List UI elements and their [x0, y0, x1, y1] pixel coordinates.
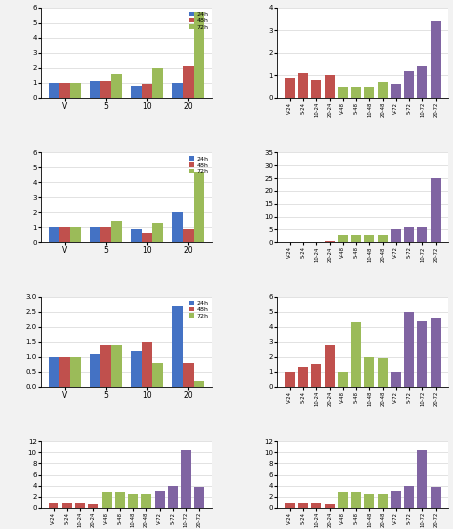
Bar — [404, 486, 414, 508]
Bar — [152, 223, 163, 242]
Bar — [111, 221, 122, 242]
Bar — [351, 87, 361, 98]
Bar — [48, 83, 59, 98]
Bar — [391, 491, 401, 508]
Bar — [70, 227, 81, 242]
Bar — [418, 321, 428, 387]
Bar — [168, 486, 178, 508]
Bar — [172, 83, 183, 98]
Bar — [298, 367, 308, 387]
Bar — [131, 86, 142, 98]
Bar — [62, 503, 72, 508]
Legend: 24h, 48h, 72h: 24h, 48h, 72h — [189, 11, 209, 30]
Bar — [312, 80, 321, 98]
Bar — [391, 230, 401, 242]
Bar — [404, 312, 414, 387]
Bar — [365, 494, 375, 508]
Bar — [70, 83, 81, 98]
Bar — [90, 354, 101, 387]
Bar — [338, 492, 348, 508]
Bar — [101, 81, 111, 98]
Legend: 24h, 48h, 72h: 24h, 48h, 72h — [189, 300, 209, 319]
Bar — [285, 78, 295, 98]
Bar — [128, 494, 138, 508]
Bar — [325, 345, 335, 387]
Bar — [48, 227, 59, 242]
Bar — [391, 84, 401, 98]
Bar — [75, 504, 85, 508]
Bar — [59, 357, 70, 387]
Bar — [325, 241, 335, 242]
Bar — [152, 363, 163, 387]
Bar — [431, 21, 441, 98]
Legend: 24h, 48h, 72h: 24h, 48h, 72h — [189, 156, 209, 175]
Bar — [391, 372, 401, 387]
Bar — [111, 74, 122, 98]
Bar — [193, 381, 204, 387]
Bar — [183, 363, 193, 387]
Bar — [193, 12, 204, 98]
Bar — [431, 487, 441, 508]
Bar — [152, 68, 163, 98]
Bar — [351, 322, 361, 387]
Bar — [338, 372, 348, 387]
Bar — [141, 494, 151, 508]
Bar — [183, 229, 193, 242]
Bar — [142, 84, 152, 98]
Bar — [431, 318, 441, 387]
Bar — [59, 227, 70, 242]
Bar — [418, 227, 428, 242]
Bar — [418, 66, 428, 98]
Bar — [48, 357, 59, 387]
Bar — [111, 345, 122, 387]
Bar — [351, 492, 361, 508]
Bar — [378, 358, 388, 387]
Bar — [365, 87, 375, 98]
Bar — [404, 227, 414, 242]
Bar — [142, 233, 152, 242]
Bar — [338, 87, 348, 98]
Bar — [90, 81, 101, 98]
Bar — [338, 234, 348, 242]
Bar — [70, 357, 81, 387]
Bar — [351, 234, 361, 242]
Bar — [115, 492, 125, 508]
Bar — [48, 504, 58, 508]
Bar — [365, 234, 375, 242]
Bar — [312, 364, 321, 387]
Bar — [378, 82, 388, 98]
Bar — [183, 66, 193, 98]
Bar — [312, 504, 321, 508]
Bar — [298, 73, 308, 98]
Bar — [431, 178, 441, 242]
Bar — [285, 372, 295, 387]
Bar — [154, 491, 164, 508]
Bar — [142, 342, 152, 387]
Bar — [172, 212, 183, 242]
Bar — [193, 172, 204, 242]
Bar — [59, 83, 70, 98]
Bar — [90, 227, 101, 242]
Bar — [298, 503, 308, 508]
Bar — [101, 227, 111, 242]
Bar — [88, 504, 98, 508]
Bar — [404, 71, 414, 98]
Bar — [131, 229, 142, 242]
Bar — [378, 494, 388, 508]
Bar — [101, 492, 111, 508]
Bar — [285, 504, 295, 508]
Bar — [378, 234, 388, 242]
Bar — [325, 504, 335, 508]
Bar — [418, 450, 428, 508]
Bar — [325, 75, 335, 98]
Bar — [194, 487, 204, 508]
Bar — [172, 306, 183, 387]
Bar — [101, 345, 111, 387]
Bar — [131, 351, 142, 387]
Bar — [181, 450, 191, 508]
Bar — [365, 357, 375, 387]
